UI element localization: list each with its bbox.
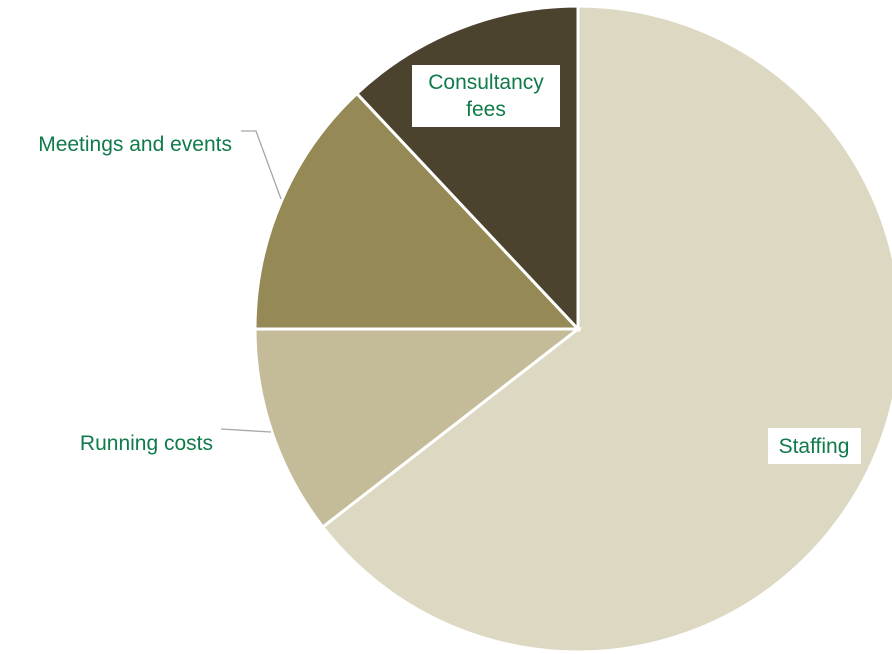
- staffing-label-box: [768, 428, 861, 464]
- leader-line-running-costs: [220, 428, 272, 433]
- pie-slices: [253, 4, 892, 654]
- staffing-label: Staffing: [779, 435, 850, 458]
- meetings-and-events-label: Meetings and events: [38, 133, 232, 156]
- consultancy-fees-label-box: [412, 65, 560, 127]
- pie-slice-meetings-and-events: [253, 91, 582, 331]
- leader-line-meetings: [241, 130, 282, 200]
- consultancy-fees-label-line2: fees: [466, 98, 506, 121]
- running-costs-label: Running costs: [80, 432, 213, 455]
- pie-slice-running-costs: [253, 327, 583, 530]
- pie-slice-staffing: [320, 4, 892, 654]
- consultancy-fees-label-line1: Consultancy: [428, 71, 544, 94]
